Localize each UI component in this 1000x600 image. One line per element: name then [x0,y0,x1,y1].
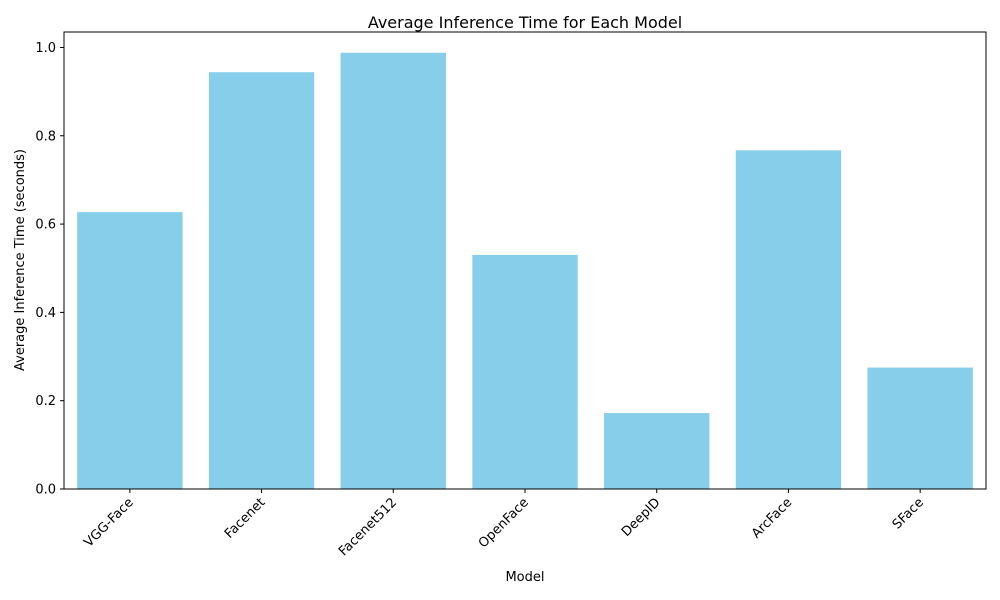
bar-facenet [208,72,315,490]
bar-openface [472,254,578,489]
x-tick-label: ArcFace [749,495,795,541]
bar-facenet512 [340,52,446,490]
y-tick-label: 0.8 [35,129,56,144]
bar-sface [867,367,973,489]
bar-arcface [735,150,842,490]
y-axis-ticks: 0.0 0.2 0.4 0.6 0.8 1.0 [35,41,64,498]
y-tick-label: 0.2 [35,394,56,409]
y-axis-label: Average Inference Time (seconds) [13,149,28,371]
y-tick-label: 0.4 [35,306,56,321]
x-axis-ticks: VGG-Face Facenet Facenet512 OpenFace DeepID A… [81,489,927,559]
y-tick-label: 0.6 [35,218,56,233]
bar-vgg-face [77,212,183,489]
plot-frame [63,31,987,490]
y-tick-label: 0.0 [35,483,56,498]
bars-group [77,52,973,490]
chart-title: Average Inference Time for Each Model [368,13,682,32]
x-tick-label: OpenFace [476,495,532,551]
x-tick-label: Facenet [222,495,268,541]
y-tick-label: 1.0 [35,41,56,56]
x-tick-label: SFace [890,495,927,532]
bar-deepid [604,413,710,489]
x-axis-label: Model [505,570,544,585]
x-tick-label: DeepID [619,495,664,540]
x-tick-label: Facenet512 [336,495,400,559]
x-tick-label: VGG-Face [81,495,136,550]
